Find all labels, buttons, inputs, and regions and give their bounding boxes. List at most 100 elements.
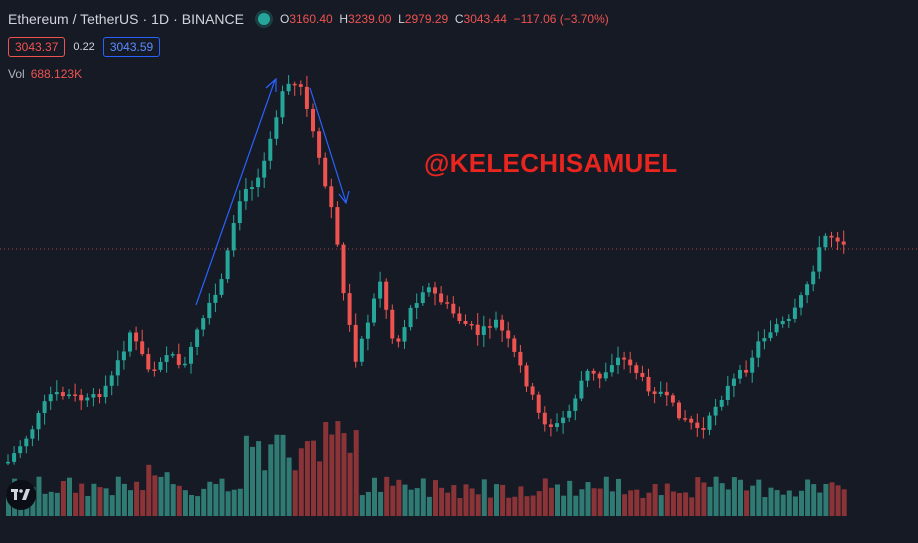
- volume-bar: [494, 484, 499, 516]
- candle-body: [103, 385, 108, 398]
- volume-bar: [256, 441, 262, 516]
- volume-bar: [280, 434, 286, 516]
- candle-body: [713, 406, 718, 416]
- volume-bar: [829, 482, 835, 516]
- candle-body: [67, 394, 71, 397]
- volume-bar: [329, 434, 335, 516]
- candle-body: [463, 321, 468, 324]
- candle-body: [500, 319, 505, 331]
- trend-annotations[interactable]: [195, 77, 350, 306]
- volume-bar: [36, 476, 42, 516]
- candle-body: [109, 375, 114, 386]
- volume-bar: [591, 488, 597, 516]
- arrow-up-trend[interactable]: [195, 79, 276, 306]
- volume-bar: [176, 485, 182, 516]
- candle-body: [359, 338, 364, 362]
- candle-body: [298, 84, 303, 87]
- volume-bar: [323, 422, 329, 516]
- volume-bar: [219, 478, 225, 516]
- volume-bar: [457, 497, 463, 516]
- volume-bar: [396, 479, 402, 516]
- volume-bar: [262, 470, 268, 516]
- candle-body: [835, 237, 840, 242]
- candle-body: [719, 400, 724, 407]
- volume-bar: [475, 494, 481, 516]
- candle-body: [152, 369, 157, 371]
- volume-label: Vol: [8, 67, 25, 81]
- volume-bar: [756, 479, 762, 516]
- volume-bar: [567, 480, 573, 516]
- volume-bar: [664, 483, 670, 516]
- candle-body: [799, 295, 803, 308]
- volume-bar: [140, 490, 146, 516]
- volume-bar: [134, 481, 140, 516]
- volume-bar: [152, 475, 158, 516]
- candle-body: [524, 365, 529, 387]
- volume-bar: [658, 495, 664, 516]
- volume-bar: [841, 489, 847, 516]
- volume-bar: [634, 489, 640, 516]
- candle-body: [542, 412, 547, 425]
- candle-body: [402, 327, 407, 342]
- volume-bar: [42, 493, 48, 516]
- candle-body: [91, 394, 96, 398]
- candle-body: [664, 391, 669, 396]
- symbol-name[interactable]: Ethereum / TetherUS: [8, 11, 139, 27]
- candle-body: [213, 294, 218, 303]
- candle-body: [182, 363, 187, 366]
- candle-body: [170, 354, 175, 356]
- volume-bar: [573, 495, 579, 516]
- volume-bar: [420, 478, 426, 516]
- candle-body: [54, 392, 59, 395]
- candle-body: [250, 187, 254, 189]
- candle-body: [622, 357, 627, 360]
- volume-bar: [164, 472, 170, 516]
- candle-body: [426, 287, 431, 293]
- volume-bar: [561, 495, 567, 516]
- volume-bar: [390, 485, 396, 516]
- volume-bar: [805, 479, 811, 516]
- volume-bar: [524, 496, 530, 516]
- candle-body: [36, 413, 41, 430]
- volume-bar: [518, 486, 524, 516]
- volume-bar: [439, 487, 445, 516]
- volume-bar: [250, 446, 255, 516]
- volume-bar: [536, 491, 542, 516]
- volume-bar: [652, 484, 658, 516]
- arrow-down-head-icon: [338, 190, 350, 205]
- ask-price-button[interactable]: 3043.59: [102, 37, 161, 57]
- interval[interactable]: 1D: [151, 11, 170, 27]
- candle-body: [841, 241, 846, 245]
- volume-bar: [170, 484, 176, 516]
- volume-bar: [231, 489, 237, 516]
- candle-body: [683, 418, 688, 420]
- candle-body: [341, 244, 346, 294]
- volume-bar: [60, 480, 66, 516]
- close-label: C: [454, 12, 464, 26]
- volume-bar: [73, 492, 79, 516]
- symbol-header[interactable]: Ethereum / TetherUS · 1D · BINANCE O3160…: [8, 10, 609, 28]
- candle-body: [372, 298, 376, 323]
- volume-bar: [85, 496, 91, 516]
- volume-legend[interactable]: Vol 688.123K: [8, 67, 82, 81]
- volume-bar: [750, 485, 756, 516]
- candle-body: [646, 376, 651, 392]
- candle-body: [457, 313, 462, 322]
- volume-bar: [744, 490, 750, 516]
- candle-body: [579, 380, 584, 399]
- volume-bar: [189, 494, 194, 516]
- tradingview-logo-icon[interactable]: [6, 480, 36, 510]
- volume-bar: [433, 480, 438, 516]
- bid-price-button[interactable]: 3043.37: [8, 37, 66, 57]
- exchange[interactable]: BINANCE: [181, 11, 244, 27]
- volume-bar: [762, 497, 768, 516]
- volume-bar: [146, 464, 152, 516]
- candle-body: [451, 303, 456, 314]
- volume-bar: [384, 476, 390, 516]
- candle-body: [280, 91, 285, 118]
- volume-bar: [274, 434, 280, 516]
- volume-bar: [609, 491, 615, 516]
- arrow-down-trend[interactable]: [309, 87, 347, 203]
